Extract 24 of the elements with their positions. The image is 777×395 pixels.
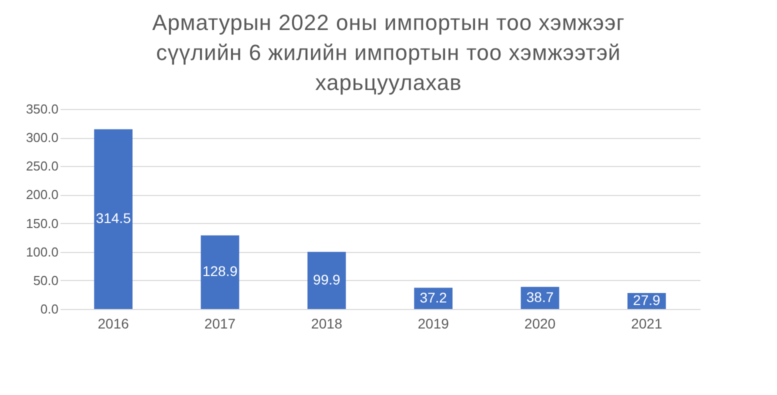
x-tick-label: 2016 — [98, 316, 130, 332]
chart-title: Арматурын 2022 оны импортын тоо хэмжээг сүүлийн 6 жилийн импортын тоо хэмжээтэй харьцуулахав — [151, 9, 626, 97]
y-tick-label: 300.0 — [26, 130, 58, 146]
data-label: 37.2 — [420, 289, 448, 306]
y-tick-label: 200.0 — [26, 187, 58, 202]
y-tick-label: 0.0 — [40, 302, 58, 316]
x-tick-label: 2020 — [524, 316, 556, 332]
data-label: 99.9 — [313, 271, 341, 288]
x-tick-label: 2021 — [631, 316, 662, 332]
y-tick-label: 50.0 — [33, 272, 58, 288]
x-tick-label: 2017 — [204, 316, 236, 332]
bar — [94, 129, 133, 309]
data-label: 27.9 — [633, 292, 661, 308]
x-tick-label: 2018 — [311, 316, 342, 332]
y-tick-label: 150.0 — [26, 216, 58, 231]
y-tick-label: 100.0 — [26, 244, 58, 260]
x-tick-label: 2019 — [418, 316, 450, 332]
bar — [307, 252, 346, 309]
data-label: 38.7 — [526, 288, 554, 305]
y-tick-label: 250.0 — [26, 158, 58, 174]
data-label: 128.9 — [202, 263, 238, 280]
bar — [200, 235, 240, 309]
y-tick-label: 350.0 — [26, 102, 58, 116]
data-label: 314.5 — [96, 210, 132, 226]
